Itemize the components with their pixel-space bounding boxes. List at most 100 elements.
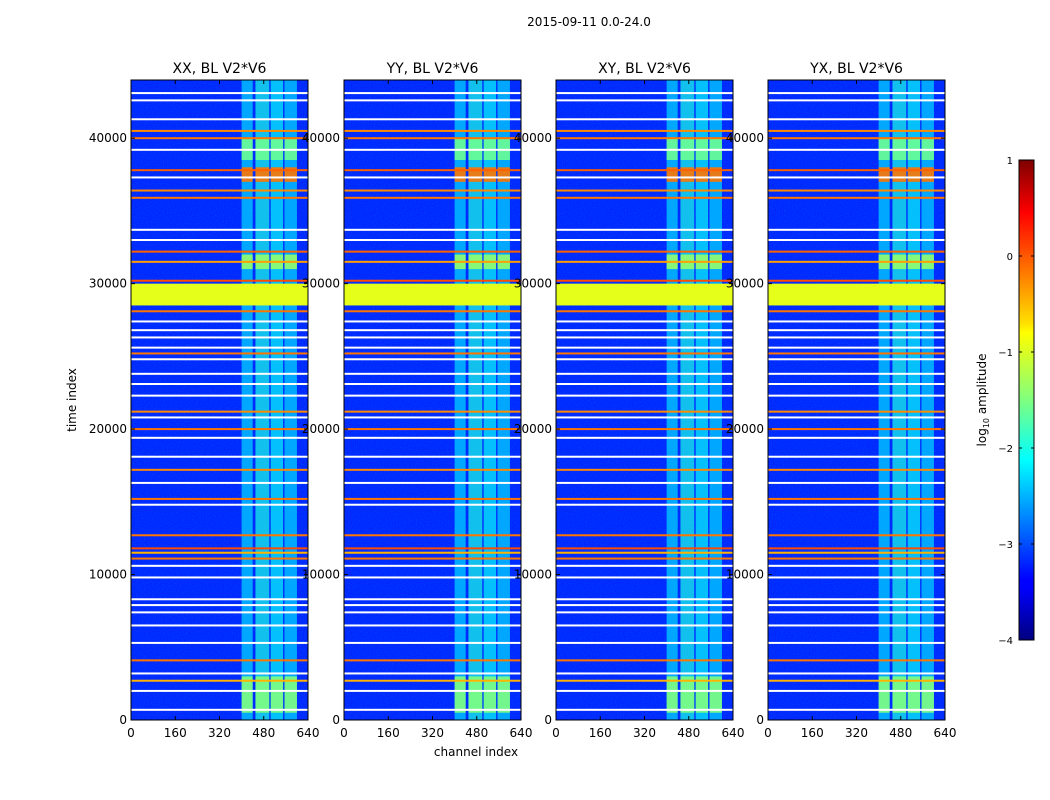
flag-line	[131, 481, 308, 484]
hot-cell	[878, 676, 890, 713]
channel-band	[454, 80, 466, 720]
flag-line	[556, 148, 733, 151]
flag-line	[344, 547, 521, 550]
flag-line	[556, 196, 733, 199]
flag-line	[344, 320, 521, 323]
flag-line	[131, 436, 308, 439]
flag-line	[768, 196, 945, 199]
flag-line	[556, 358, 733, 361]
x-tick-label: 160	[164, 726, 187, 740]
flag-line	[768, 310, 945, 313]
flag-line	[556, 228, 733, 231]
flag-line	[556, 557, 733, 560]
x-tick-label: 320	[421, 726, 444, 740]
flag-line	[131, 372, 308, 375]
flag-line	[556, 169, 733, 172]
y-axis-label: time index	[65, 368, 79, 432]
flag-line	[344, 358, 521, 361]
hot-cell	[284, 676, 297, 713]
flag-line	[131, 329, 308, 332]
flag-line	[344, 118, 521, 121]
flag-line	[344, 503, 521, 506]
flag-line	[131, 358, 308, 361]
flag-line	[768, 336, 945, 339]
flag-line	[556, 118, 733, 121]
colorbar-tick-label: 1	[1007, 156, 1013, 167]
flag-line	[556, 604, 733, 607]
flag-line	[556, 346, 733, 349]
flag-line	[768, 708, 945, 711]
panel-title: XX, BL V2*V6	[173, 61, 267, 77]
flag-line	[768, 169, 945, 172]
x-tick-label: 0	[340, 726, 348, 740]
flag-line	[556, 99, 733, 102]
flag-line	[768, 383, 945, 385]
flag-line	[768, 239, 945, 241]
flag-line	[131, 336, 308, 339]
flag-line	[556, 352, 733, 355]
flag-line	[768, 358, 945, 361]
flag-line	[556, 611, 733, 614]
flag-line	[556, 189, 733, 192]
heatmap-image	[131, 80, 308, 720]
hot-cell	[666, 167, 678, 182]
flag-line	[556, 679, 733, 682]
x-axis-label: channel index	[434, 745, 518, 759]
flag-line	[768, 468, 945, 471]
flag-line	[768, 679, 945, 682]
y-tick-label: 20000	[302, 422, 340, 436]
colorbar-label-prefix: log	[975, 428, 989, 446]
flag-line	[344, 169, 521, 172]
flag-line	[768, 497, 945, 500]
flag-line	[768, 551, 945, 554]
flag-line	[344, 497, 521, 500]
flag-line	[768, 436, 945, 439]
flag-line	[131, 196, 308, 199]
y-tick-label: 10000	[89, 568, 127, 582]
panel: XY, BL V2*V6 0 160 320 480 640 0 10000 20000 3000…	[514, 61, 745, 740]
hot-cell	[497, 676, 510, 713]
flag-line	[344, 176, 521, 179]
flag-line	[344, 394, 521, 397]
flag-line	[556, 137, 733, 140]
flag-line	[131, 564, 308, 567]
flag-line	[131, 428, 308, 431]
panel: XX, BL V2*V6 0 160 320 480 640 0 10000 20000 3000…	[89, 61, 320, 740]
channel-band	[666, 80, 678, 720]
panel-title: XY, BL V2*V6	[598, 61, 691, 77]
colorbar-tick-label: 0	[1007, 252, 1013, 263]
flag-line	[344, 672, 521, 675]
flag-line	[768, 455, 945, 458]
flag-line	[556, 176, 733, 179]
flag-line	[344, 598, 521, 601]
y-tick-label: 30000	[514, 277, 552, 291]
flag-line	[768, 148, 945, 151]
flag-line	[344, 576, 521, 579]
flag-line	[556, 672, 733, 675]
hot-cell	[241, 676, 253, 713]
flag-line	[131, 708, 308, 711]
channel-band	[878, 80, 890, 720]
x-tick-label: 160	[589, 726, 612, 740]
hot-cell	[680, 676, 695, 713]
flag-line	[768, 428, 945, 431]
flag-line	[556, 534, 733, 537]
flag-line	[768, 503, 945, 506]
flag-line	[131, 679, 308, 682]
flag-line	[344, 99, 521, 102]
flag-line	[344, 455, 521, 458]
hot-cell	[483, 676, 497, 713]
flag-line	[768, 416, 945, 419]
y-tick-label: 10000	[302, 568, 340, 582]
y-tick-label: 20000	[89, 422, 127, 436]
flag-line	[768, 176, 945, 179]
flag-line	[768, 624, 945, 627]
flag-line	[556, 416, 733, 419]
flag-line	[131, 468, 308, 471]
flag-line	[344, 481, 521, 484]
flagged-range	[768, 283, 945, 306]
flag-line	[131, 503, 308, 506]
y-tick-label: 10000	[514, 568, 552, 582]
hot-cell	[709, 676, 722, 713]
flag-line	[131, 410, 308, 413]
